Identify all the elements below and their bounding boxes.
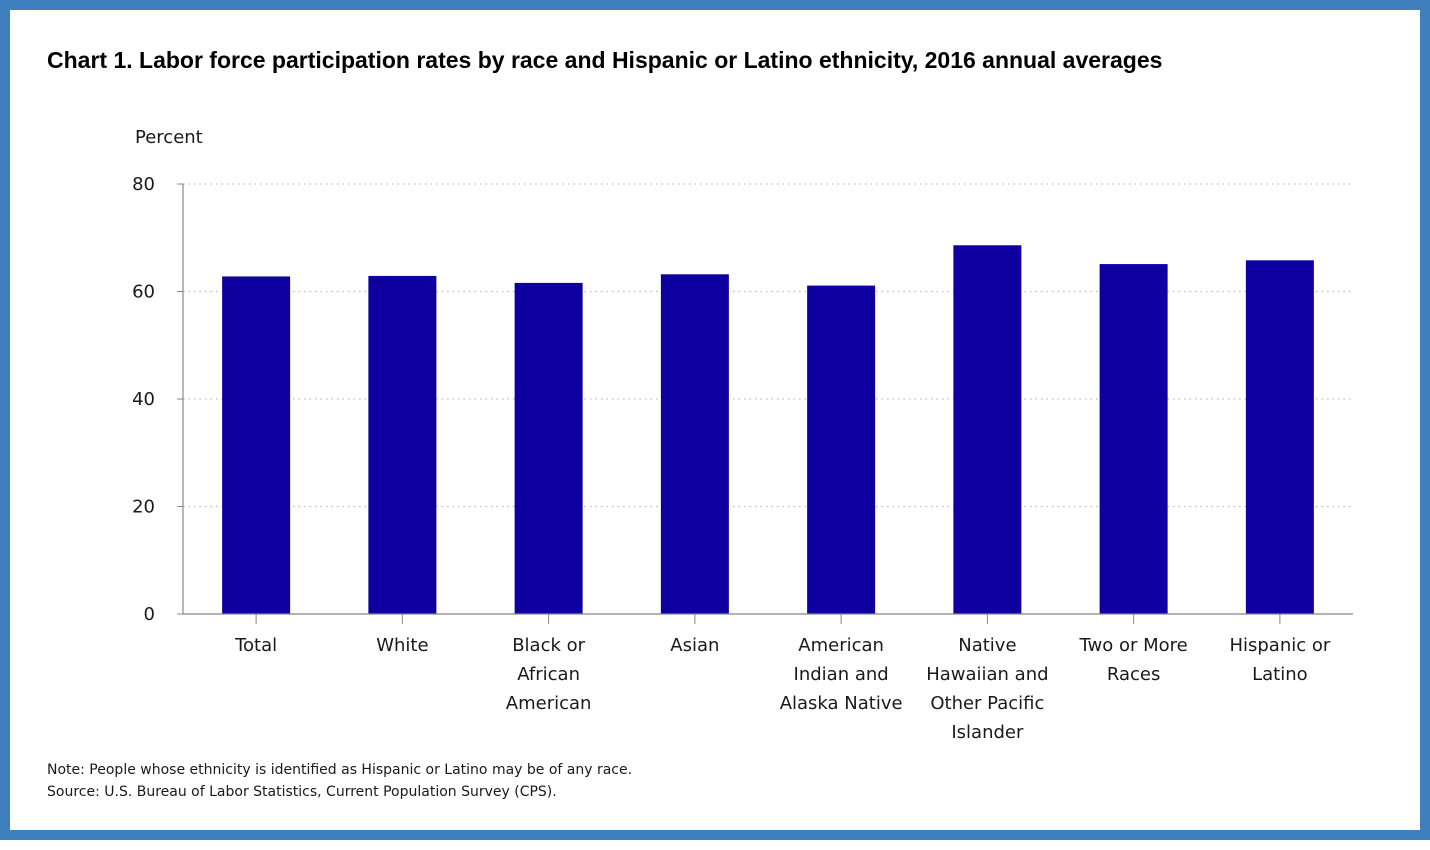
x-tick-label-line: Black or [512,635,585,656]
x-tick-label: White [376,635,428,656]
x-tick-label-line: White [376,635,428,656]
axes [177,183,1353,624]
y-axis-title: Percent [135,127,203,148]
x-tick-label-line: Islander [951,722,1024,743]
x-tick-label-line: Alaska Native [780,693,903,714]
bar [660,274,729,614]
y-tick-label: 60 [132,282,155,303]
x-tick-label-line: Two or More [1079,635,1188,656]
x-tick-label-line: Hawaiian and [926,664,1048,685]
x-tick-label: Native Hawaiian and Other Pacific Islander [926,635,1048,743]
x-tick-label-line: Indian and [794,664,889,685]
bars [222,245,1314,614]
x-tick-label-line: Asian [670,635,719,656]
source-text: Source: U.S. Bureau of Labor Statistics,… [47,784,557,800]
x-tick-label-line: Races [1107,664,1161,685]
y-tick-label: 80 [132,174,155,195]
x-tick-label-line: Hispanic or [1229,635,1330,656]
x-tick-label: Black or African American [506,635,592,714]
note-text: Note: People whose ethnicity is identifi… [47,762,633,778]
x-tick-label-line: Other Pacific [930,693,1044,714]
bar [1099,264,1168,614]
chart-notes: Note: People whose ethnicity is identifi… [47,759,632,803]
bar [953,245,1022,614]
x-tick-label-line: American [798,635,884,656]
bar-chart: Percent 0 20 40 60 80 Total White Black or Africa… [132,127,1353,743]
bar [1245,260,1314,614]
x-tick-label-line: Total [234,635,277,656]
y-tick-label: 0 [144,604,155,625]
x-tick-label-line: Native [958,635,1016,656]
chart-title: Chart 1. Labor force participation rates… [47,47,1163,73]
x-tick-label-line: African [517,664,580,685]
bar [222,276,291,614]
x-tick-label-line: Latino [1252,664,1308,685]
x-tick-label: American Indian and Alaska Native [780,635,903,714]
x-tick-label: Two or More Races [1079,635,1188,685]
x-tick-label: Asian [670,635,719,656]
labels: Percent 0 20 40 60 80 Total White Black or Africa… [132,127,1331,743]
gridlines [183,183,1353,508]
bar [368,275,437,614]
bar [514,282,583,614]
x-tick-label-line: American [506,693,592,714]
y-tick-label: 40 [132,389,155,410]
y-tick-label: 20 [132,497,155,518]
x-tick-label: Hispanic or Latino [1229,635,1330,685]
bar [807,285,876,614]
x-tick-label: Total [234,635,277,656]
